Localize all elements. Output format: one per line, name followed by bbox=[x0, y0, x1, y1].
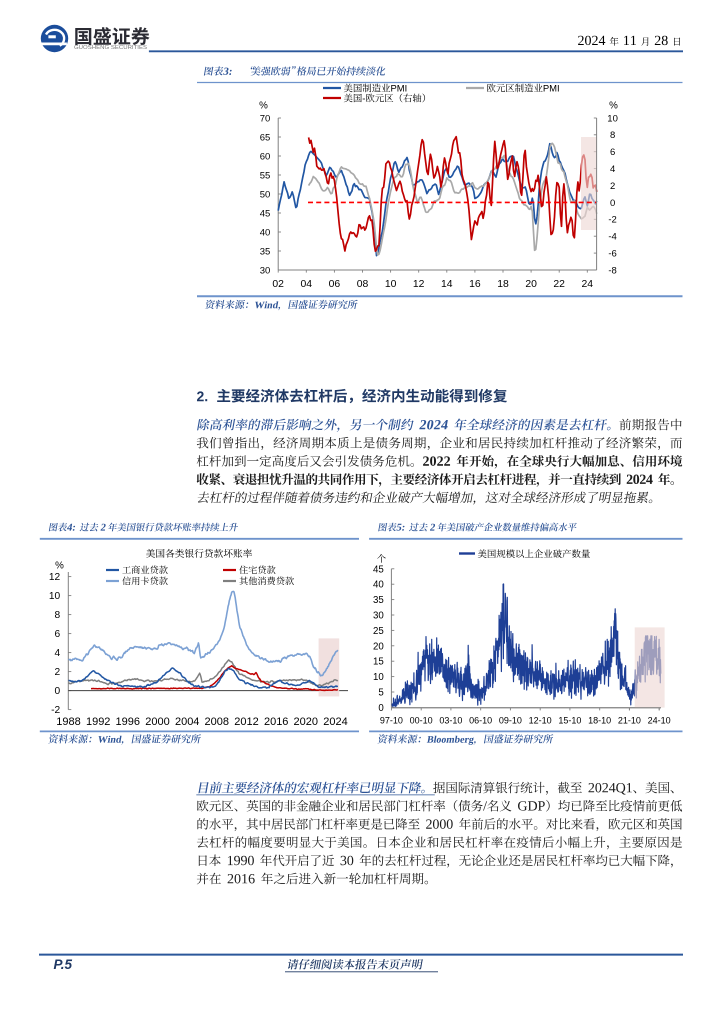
svg-text:45: 45 bbox=[373, 564, 384, 575]
svg-text:0: 0 bbox=[610, 198, 615, 209]
svg-text:06-10: 06-10 bbox=[469, 715, 492, 725]
svg-text:2020: 2020 bbox=[294, 716, 318, 728]
svg-text:%: % bbox=[609, 100, 618, 111]
svg-text:97-10: 97-10 bbox=[380, 715, 403, 725]
svg-text:P.5: P.5 bbox=[54, 957, 73, 972]
svg-text:-6: -6 bbox=[608, 249, 616, 260]
svg-text:00-10: 00-10 bbox=[410, 715, 433, 725]
svg-text:2: 2 bbox=[610, 181, 615, 192]
svg-text:2016: 2016 bbox=[264, 716, 288, 728]
svg-text:25: 25 bbox=[373, 626, 384, 637]
svg-text:1988: 1988 bbox=[56, 716, 80, 728]
svg-text:2: 2 bbox=[55, 667, 61, 678]
svg-text:20: 20 bbox=[373, 641, 384, 652]
svg-text:14: 14 bbox=[441, 279, 453, 290]
svg-text:-2: -2 bbox=[51, 705, 60, 716]
svg-text:12: 12 bbox=[49, 572, 61, 583]
svg-text:30: 30 bbox=[373, 611, 384, 622]
svg-text:18-10: 18-10 bbox=[588, 715, 611, 725]
svg-text:10: 10 bbox=[607, 113, 618, 124]
svg-text:45: 45 bbox=[260, 208, 271, 219]
svg-text:0: 0 bbox=[55, 686, 61, 697]
svg-text:15-10: 15-10 bbox=[558, 715, 581, 725]
svg-text:02: 02 bbox=[272, 279, 284, 290]
svg-text:-4: -4 bbox=[608, 232, 616, 243]
svg-text:-8: -8 bbox=[608, 265, 616, 276]
svg-text:24: 24 bbox=[582, 279, 594, 290]
svg-text:18: 18 bbox=[497, 279, 509, 290]
svg-text:4: 4 bbox=[55, 648, 61, 659]
svg-text:16: 16 bbox=[469, 279, 481, 290]
svg-text:2024: 2024 bbox=[323, 716, 347, 728]
svg-text:8: 8 bbox=[55, 610, 61, 621]
svg-text:5: 5 bbox=[378, 688, 383, 699]
svg-text:10: 10 bbox=[49, 591, 61, 602]
svg-text:08: 08 bbox=[357, 279, 369, 290]
svg-text:6: 6 bbox=[610, 147, 615, 158]
svg-text:70: 70 bbox=[260, 113, 271, 124]
svg-text:%: % bbox=[55, 560, 64, 571]
svg-text:GUOSHENG SECURITIES: GUOSHENG SECURITIES bbox=[74, 45, 148, 51]
svg-text:15: 15 bbox=[373, 657, 384, 668]
svg-text:2004: 2004 bbox=[175, 716, 199, 728]
svg-text:60: 60 bbox=[260, 151, 271, 162]
svg-text:06: 06 bbox=[329, 279, 341, 290]
svg-text:2012: 2012 bbox=[234, 716, 258, 728]
svg-text:22: 22 bbox=[553, 279, 565, 290]
svg-text:%: % bbox=[259, 100, 268, 111]
svg-text:30: 30 bbox=[260, 265, 271, 276]
svg-text:12-10: 12-10 bbox=[529, 715, 552, 725]
svg-text:40: 40 bbox=[260, 227, 271, 238]
svg-text:35: 35 bbox=[373, 595, 384, 606]
svg-text:12: 12 bbox=[413, 279, 425, 290]
svg-text:6: 6 bbox=[55, 629, 61, 640]
svg-text:65: 65 bbox=[260, 132, 271, 143]
svg-text:8: 8 bbox=[610, 130, 615, 141]
svg-text:1992: 1992 bbox=[86, 716, 110, 728]
svg-text:55: 55 bbox=[260, 170, 271, 181]
svg-text:03-10: 03-10 bbox=[439, 715, 462, 725]
svg-text:40: 40 bbox=[373, 580, 384, 591]
svg-text:2008: 2008 bbox=[205, 716, 229, 728]
svg-text:35: 35 bbox=[260, 246, 271, 257]
svg-text:-2: -2 bbox=[608, 215, 616, 226]
svg-text:24-10: 24-10 bbox=[648, 715, 671, 725]
svg-text:10: 10 bbox=[385, 279, 397, 290]
svg-text:4: 4 bbox=[610, 164, 615, 175]
svg-text:2000: 2000 bbox=[145, 716, 169, 728]
svg-text:50: 50 bbox=[260, 189, 271, 200]
svg-text:1996: 1996 bbox=[116, 716, 140, 728]
svg-text:21-10: 21-10 bbox=[618, 715, 641, 725]
svg-text:10: 10 bbox=[373, 672, 384, 683]
svg-text:04: 04 bbox=[301, 279, 313, 290]
svg-text:09-10: 09-10 bbox=[499, 715, 522, 725]
svg-text:20: 20 bbox=[525, 279, 537, 290]
svg-text:0: 0 bbox=[378, 703, 384, 714]
